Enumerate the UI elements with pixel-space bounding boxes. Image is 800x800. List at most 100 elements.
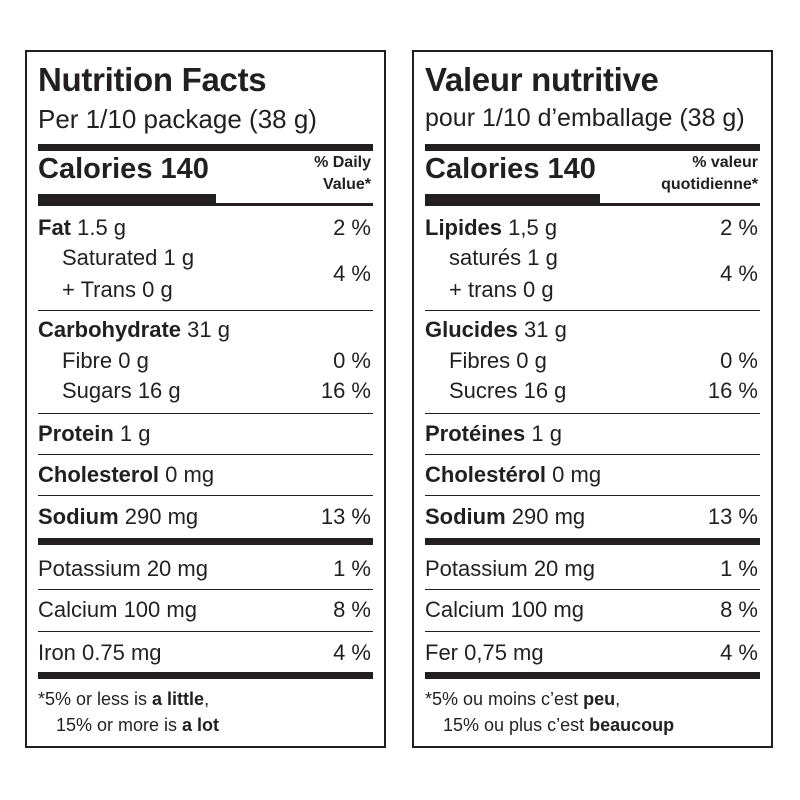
potassium: Potassium 20 mg <box>425 556 595 581</box>
calcium-dv: 8 % <box>333 597 371 622</box>
sodium-row: Sodium 290 mg <box>425 504 585 530</box>
protein-row: Protein 1 g <box>38 421 151 447</box>
fat-dv: 2 % <box>333 215 371 240</box>
panel-title: Nutrition Facts <box>38 61 267 98</box>
footnote-text: , <box>615 689 621 709</box>
footnote-text: *5% or less is <box>38 689 153 709</box>
divider <box>425 454 760 455</box>
daily-value-header-line2: quotidienne* <box>661 176 758 193</box>
carbohydrate-amount: 31 g <box>517 317 567 342</box>
footnote-emphasis: beaucoup <box>589 715 675 735</box>
protein-row: Protéines 1 g <box>425 421 562 447</box>
divider <box>38 631 373 632</box>
fat-label: Lipides <box>425 215 503 240</box>
thick-divider <box>38 672 373 679</box>
footnote-emphasis: peu <box>583 689 616 709</box>
sat-trans-dv: 4 % <box>333 261 371 286</box>
footnote-line1: *5% ou moins c’est peu, <box>425 686 674 712</box>
nutrition-facts-panel-en: Nutrition Facts Per 1/10 package (38 g) … <box>25 50 386 748</box>
sodium-label: Sodium <box>425 504 506 529</box>
trans-fat: + trans 0 g <box>449 277 554 302</box>
sugars: Sugars 16 g <box>62 378 181 403</box>
daily-value-header: % valeur quotidienne* <box>661 152 758 196</box>
thick-divider <box>425 144 760 151</box>
iron-dv: 4 % <box>720 640 758 665</box>
thick-divider <box>425 672 760 679</box>
divider <box>425 310 760 311</box>
fat-dv: 2 % <box>720 215 758 240</box>
divider <box>425 589 760 590</box>
iron-dv: 4 % <box>333 640 371 665</box>
cholesterol-label: Cholestérol <box>425 462 547 487</box>
fibre: Fibre 0 g <box>62 348 149 373</box>
serving-size: pour 1/10 d’emballage (38 g) <box>425 104 745 132</box>
protein-label: Protein <box>38 421 114 446</box>
carbohydrate-label: Glucides <box>425 317 518 342</box>
calories-bar <box>38 194 216 203</box>
serving-size: Per 1/10 package (38 g) <box>38 104 317 134</box>
calories-label: Calories 140 <box>38 153 209 185</box>
iron: Fer 0,75 mg <box>425 640 544 665</box>
footnote-text: 15% or more is <box>56 715 183 735</box>
sugars-dv: 16 % <box>320 378 371 403</box>
divider <box>38 413 373 414</box>
panel-title: Valeur nutritive <box>425 61 659 98</box>
protein-amount: 1 g <box>113 421 151 446</box>
divider <box>425 631 760 632</box>
trans-fat: + Trans 0 g <box>62 277 173 302</box>
sodium-label: Sodium <box>38 504 119 529</box>
cholesterol-amount: 0 mg <box>159 462 215 487</box>
footnote-text: *5% ou moins c’est <box>425 689 584 709</box>
footnote-emphasis: a little <box>152 689 205 709</box>
divider <box>425 203 760 206</box>
sodium-dv: 13 % <box>320 504 371 529</box>
fibre: Fibres 0 g <box>449 348 547 373</box>
divider <box>38 310 373 311</box>
thick-divider <box>38 538 373 545</box>
sodium-dv: 13 % <box>707 504 758 529</box>
sugars-dv: 16 % <box>707 378 758 403</box>
divider <box>38 203 373 206</box>
carbohydrate-row: Carbohydrate 31 g <box>38 317 230 343</box>
footnote: *5% or less is a little, 15% or more is … <box>38 686 219 738</box>
calories-bar <box>425 194 600 203</box>
iron: Iron 0.75 mg <box>38 640 162 665</box>
fat-amount: 1.5 g <box>71 215 127 240</box>
cholesterol-amount: 0 mg <box>546 462 602 487</box>
calcium-dv: 8 % <box>720 597 758 622</box>
saturated-fat: saturés 1 g <box>449 245 558 270</box>
potassium: Potassium 20 mg <box>38 556 208 581</box>
nutrition-facts-panel-fr: Valeur nutritive pour 1/10 d’emballage (… <box>412 50 773 748</box>
potassium-dv: 1 % <box>720 556 758 581</box>
daily-value-header-line2: Value* <box>322 176 371 193</box>
protein-amount: 1 g <box>525 421 562 446</box>
calories-label: Calories 140 <box>425 153 596 185</box>
potassium-dv: 1 % <box>333 556 371 581</box>
footnote-line2: 15% or more is a lot <box>38 712 219 738</box>
carbohydrate-amount: 31 g <box>181 317 230 342</box>
fat-row: Lipides 1,5 g <box>425 215 557 241</box>
footnote-line2: 15% ou plus c’est beaucoup <box>425 712 674 738</box>
sodium-row: Sodium 290 mg <box>38 504 198 530</box>
divider <box>38 495 373 496</box>
footnote-emphasis: a lot <box>182 715 220 735</box>
thick-divider <box>425 538 760 545</box>
daily-value-header-line1: % valeur <box>692 154 758 171</box>
sodium-amount: 290 mg <box>505 504 586 529</box>
carbohydrate-row: Glucides 31 g <box>425 317 567 343</box>
calcium: Calcium 100 mg <box>425 597 584 622</box>
daily-value-header-line1: % Daily <box>314 154 371 171</box>
carbohydrate-label: Carbohydrate <box>38 317 182 342</box>
thick-divider <box>38 144 373 151</box>
cholesterol-row: Cholesterol 0 mg <box>38 462 214 488</box>
divider <box>425 495 760 496</box>
calcium: Calcium 100 mg <box>38 597 197 622</box>
fat-label: Fat <box>38 215 71 240</box>
cholesterol-label: Cholesterol <box>38 462 160 487</box>
fat-amount: 1,5 g <box>502 215 558 240</box>
sodium-amount: 290 mg <box>118 504 199 529</box>
daily-value-header: % Daily Value* <box>314 152 371 196</box>
sugars: Sucres 16 g <box>449 378 567 403</box>
footnote-line1: *5% or less is a little, <box>38 686 219 712</box>
fibre-dv: 0 % <box>333 348 371 373</box>
